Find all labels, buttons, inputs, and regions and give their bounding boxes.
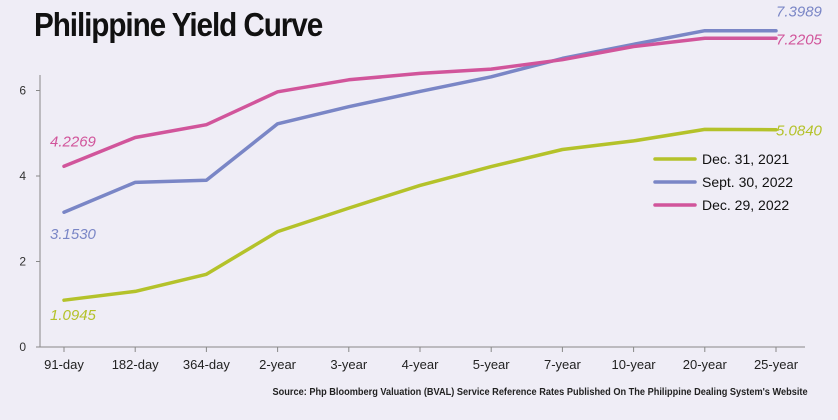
legend-label: Dec. 31, 2021: [702, 151, 789, 167]
y-tick-label: 0: [19, 340, 26, 354]
x-tick-label: 182-day: [112, 357, 159, 372]
x-tick-label: 91-day: [44, 357, 84, 372]
series-line: [62, 36, 778, 169]
y-tick-label: 6: [19, 84, 26, 98]
x-tick-label: 20-year: [683, 357, 728, 372]
legend: Dec. 31, 2021 Sept. 30, 2022 Dec. 29, 2022: [653, 151, 793, 213]
x-tick-label: 5-year: [473, 357, 511, 372]
axes: 0 2 4 6 91-day 182-day 364-day 2-year 3-year 4-ye…: [19, 75, 805, 372]
x-tick-label: 2-year: [259, 357, 297, 372]
first-value-label: 3.1530: [50, 226, 97, 243]
first-value-label: 1.0945: [50, 307, 97, 324]
y-tick-label: 2: [19, 255, 26, 269]
series-line: [62, 28, 778, 214]
x-tick-label: 3-year: [330, 357, 368, 372]
chart-title: Philippine Yield Curve: [34, 6, 323, 43]
last-value-label: 5.0840: [776, 123, 823, 140]
last-value-label: 7.2205: [776, 31, 823, 48]
x-tick-label: 25-year: [754, 357, 799, 372]
y-tick-label: 4: [19, 169, 26, 183]
x-tick-label: 364-day: [183, 357, 230, 372]
legend-label: Sept. 30, 2022: [702, 174, 793, 190]
last-value-label: 7.3989: [776, 4, 823, 21]
legend-label: Dec. 29, 2022: [702, 197, 789, 213]
series-lines: [62, 28, 778, 302]
source-note: Source: Php Bloomberg Valuation (BVAL) S…: [272, 387, 808, 398]
x-tick-label: 4-year: [402, 357, 440, 372]
x-tick-label: 10-year: [612, 357, 657, 372]
data-labels: 1.0945 5.0840 3.1530 7.3989 4.2269 7.2205: [50, 4, 823, 325]
first-value-label: 4.2269: [50, 133, 97, 150]
x-tick-label: 7-year: [544, 357, 582, 372]
series-line: [62, 127, 778, 302]
